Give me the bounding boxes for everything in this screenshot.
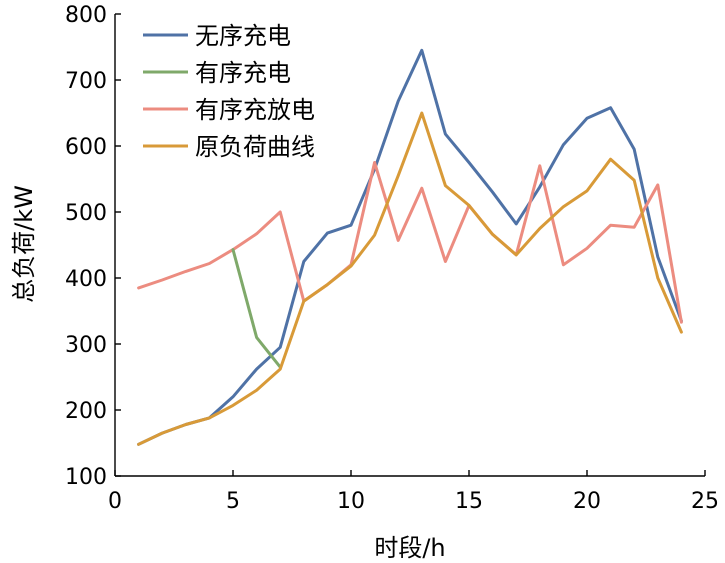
- y-axis-label: 总负荷/kW: [10, 185, 38, 303]
- legend-label: 有序充电: [195, 59, 291, 87]
- x-axis-label: 时段/h: [374, 534, 445, 562]
- series-line-3: [137, 161, 683, 324]
- y-tick-label: 100: [65, 465, 107, 490]
- y-tick-label: 500: [65, 201, 107, 226]
- series-line-2: [231, 248, 282, 369]
- y-tick-label: 400: [65, 267, 107, 292]
- y-tick-label: 200: [65, 399, 107, 424]
- x-tick-label: 20: [573, 489, 601, 514]
- y-tick-label: 700: [65, 69, 107, 94]
- series-line-4: [137, 111, 683, 446]
- series-lines: [137, 48, 683, 446]
- x-tick-label: 0: [108, 489, 122, 514]
- x-tick-label: 15: [455, 489, 483, 514]
- y-tick-label: 600: [65, 135, 107, 160]
- axes: [114, 13, 706, 477]
- x-tick-label: 5: [226, 489, 240, 514]
- y-tick-label: 800: [65, 3, 107, 28]
- series-line-1: [137, 48, 683, 446]
- y-tick-label: 300: [65, 333, 107, 358]
- legend-label: 无序充电: [195, 22, 291, 50]
- x-tick-label: 10: [337, 489, 365, 514]
- x-tick-label: 25: [691, 489, 719, 514]
- tick-labels: 0 5 10 15 20 25 100 200 300 400 500 600 700 800: [65, 3, 719, 514]
- legend-label: 原负荷曲线: [195, 133, 315, 161]
- legend-label: 有序充放电: [195, 96, 315, 124]
